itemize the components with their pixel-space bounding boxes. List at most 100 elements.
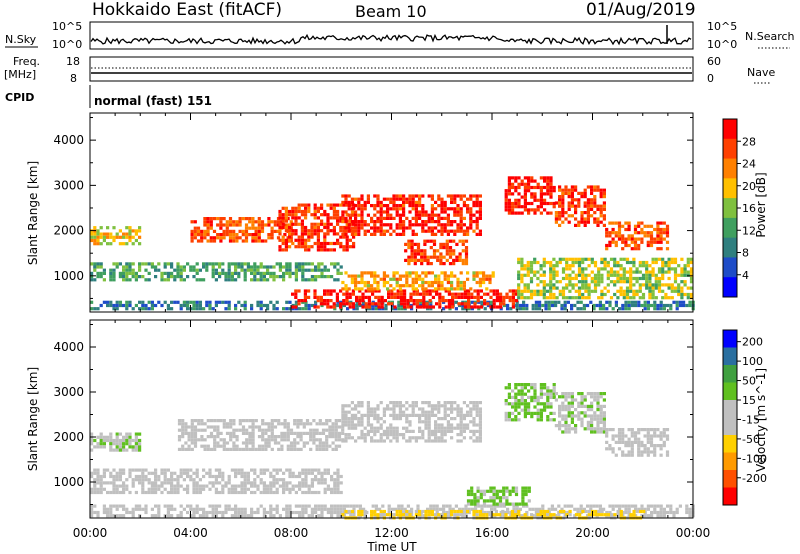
data-cell: [659, 240, 663, 244]
data-cell: [554, 507, 558, 511]
data-cell: [478, 413, 482, 417]
data-cell: [456, 509, 460, 514]
data-cell: [333, 510, 337, 515]
data-cell: [150, 265, 154, 269]
data-cell: [432, 255, 437, 259]
data-cell: [202, 307, 206, 311]
data-cell: [402, 213, 406, 217]
data-cell: [605, 434, 609, 438]
data-cell: [574, 207, 578, 211]
data-cell: [599, 214, 603, 218]
data-cell: [272, 484, 276, 488]
data-cell: [342, 299, 346, 303]
data-cell: [115, 435, 119, 439]
data-cell: [446, 423, 450, 427]
data-cell: [354, 210, 358, 214]
data-cell: [195, 300, 199, 304]
data-cell: [409, 295, 413, 299]
data-cell: [539, 192, 543, 196]
data-cell: [590, 427, 594, 431]
data-cell: [659, 444, 663, 448]
data-cell: [192, 471, 196, 475]
data-cell: [589, 504, 593, 508]
data-cell: [320, 510, 324, 515]
data-cell: [539, 176, 543, 180]
data-cell: [549, 211, 553, 215]
data-cell: [134, 232, 138, 236]
data-cell: [248, 233, 252, 237]
data-cell: [427, 509, 431, 514]
data-cell: [511, 201, 515, 206]
data-cell: [527, 499, 531, 503]
data-cell: [412, 302, 416, 306]
data-cell: [466, 210, 470, 214]
data-cell: [251, 435, 255, 439]
data-cell: [461, 307, 465, 311]
data-cell: [437, 429, 441, 433]
data-cell: [197, 419, 201, 423]
data-cell: [426, 239, 430, 243]
data-cell: [281, 216, 285, 220]
data-cell: [427, 410, 431, 414]
data-cell: [350, 280, 354, 285]
data-cell: [514, 383, 518, 387]
data-cell: [667, 260, 671, 265]
data-cell: [296, 441, 300, 445]
data-cell: [478, 513, 482, 517]
data-cell: [602, 217, 606, 221]
data-cell: [461, 239, 465, 243]
data-cell: [350, 413, 354, 417]
data-cell: [581, 257, 585, 261]
data-cell: [387, 302, 391, 306]
data-cell: [587, 273, 591, 277]
data-cell: [542, 283, 546, 287]
data-cell: [214, 474, 218, 479]
data-cell: [405, 216, 409, 220]
data-cell: [416, 249, 421, 253]
data-cell: [478, 417, 482, 421]
data-cell: [627, 450, 631, 454]
data-cell: [661, 267, 665, 271]
data-cell: [387, 295, 391, 299]
data-cell: [320, 471, 324, 475]
data-cell: [386, 207, 390, 211]
data-cell: [456, 423, 460, 427]
data-cell: [329, 241, 333, 246]
data-cell: [366, 423, 370, 427]
data-cell: [221, 514, 225, 518]
data-cell: [360, 401, 364, 405]
data-cell: [272, 275, 276, 279]
data-cell: [341, 423, 345, 427]
data-cell: [599, 430, 603, 434]
data-cell: [440, 404, 444, 408]
data-cell: [656, 221, 660, 225]
beam-title: Beam 10: [355, 2, 427, 21]
data-cell: [229, 431, 233, 435]
data-cell: [579, 307, 583, 311]
data-cell: [125, 278, 129, 282]
data-cell: [227, 307, 231, 311]
data-cell: [115, 478, 119, 482]
data-cell: [443, 426, 447, 430]
data-cell: [304, 268, 308, 272]
data-cell: [386, 433, 390, 437]
data-cell: [561, 286, 566, 290]
data-cell: [352, 235, 356, 239]
data-cell: [398, 204, 402, 208]
data-cell: [224, 504, 228, 508]
data-cell: [422, 299, 426, 303]
data-cell: [651, 260, 655, 265]
data-cell: [550, 507, 554, 511]
data-cell: [378, 507, 382, 511]
data-cell: [653, 240, 657, 244]
data-cell: [648, 292, 652, 297]
data-cell: [624, 504, 628, 508]
data-cell: [539, 195, 543, 199]
data-cell: [261, 428, 265, 432]
data-cell: [475, 280, 479, 285]
data-cell: [150, 507, 154, 511]
data-cell: [446, 216, 450, 220]
data-cell: [282, 265, 286, 269]
data-cell: [350, 226, 354, 230]
data-cell: [262, 481, 266, 485]
